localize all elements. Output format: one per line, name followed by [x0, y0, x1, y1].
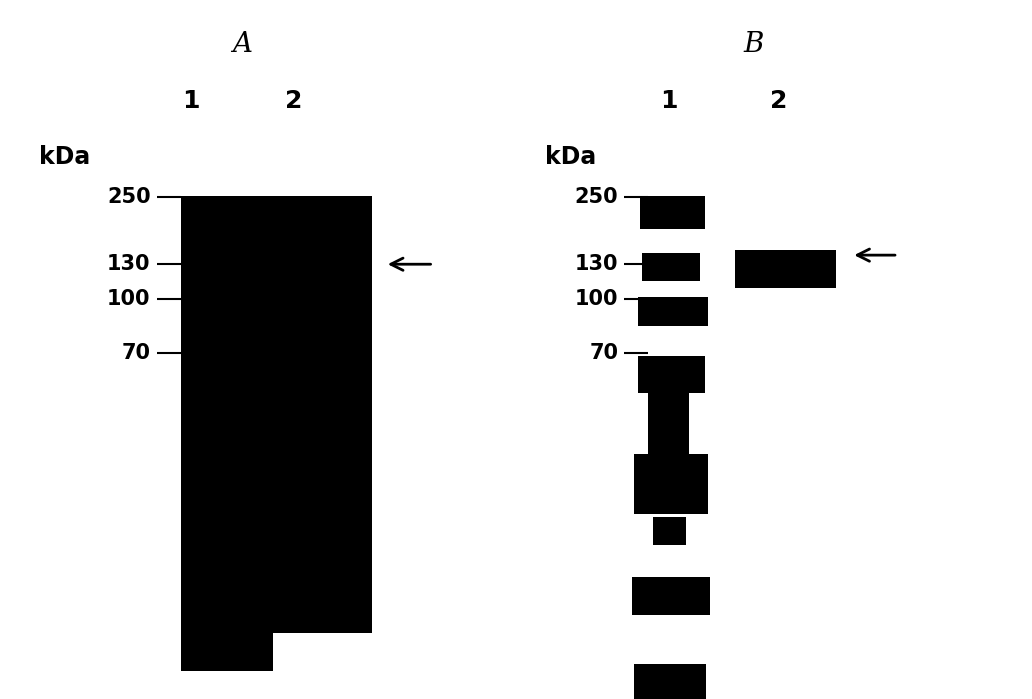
Text: 130: 130 [107, 254, 151, 274]
Text: 2: 2 [771, 89, 787, 113]
Text: A: A [232, 31, 253, 59]
Text: 70: 70 [122, 343, 151, 363]
Text: 130: 130 [575, 254, 618, 274]
Bar [653, 517, 686, 545]
Bar [181, 196, 372, 671]
Bar [634, 454, 708, 514]
Text: 1: 1 [183, 89, 199, 113]
Text: B: B [743, 31, 764, 59]
Bar [634, 664, 706, 699]
Text: 100: 100 [575, 289, 618, 309]
Bar [648, 356, 689, 454]
Text: 1: 1 [660, 89, 677, 113]
Bar [638, 356, 705, 393]
Bar [638, 297, 708, 326]
Text: kDa: kDa [39, 145, 91, 169]
Text: kDa: kDa [545, 145, 596, 169]
Bar [735, 250, 836, 288]
Text: 250: 250 [575, 187, 618, 207]
Bar [273, 633, 372, 671]
Text: 2: 2 [286, 89, 302, 113]
Bar [632, 577, 710, 615]
Bar [642, 253, 700, 281]
Text: 250: 250 [107, 187, 151, 207]
Text: 70: 70 [589, 343, 618, 363]
Bar [640, 196, 705, 229]
Text: 100: 100 [107, 289, 151, 309]
